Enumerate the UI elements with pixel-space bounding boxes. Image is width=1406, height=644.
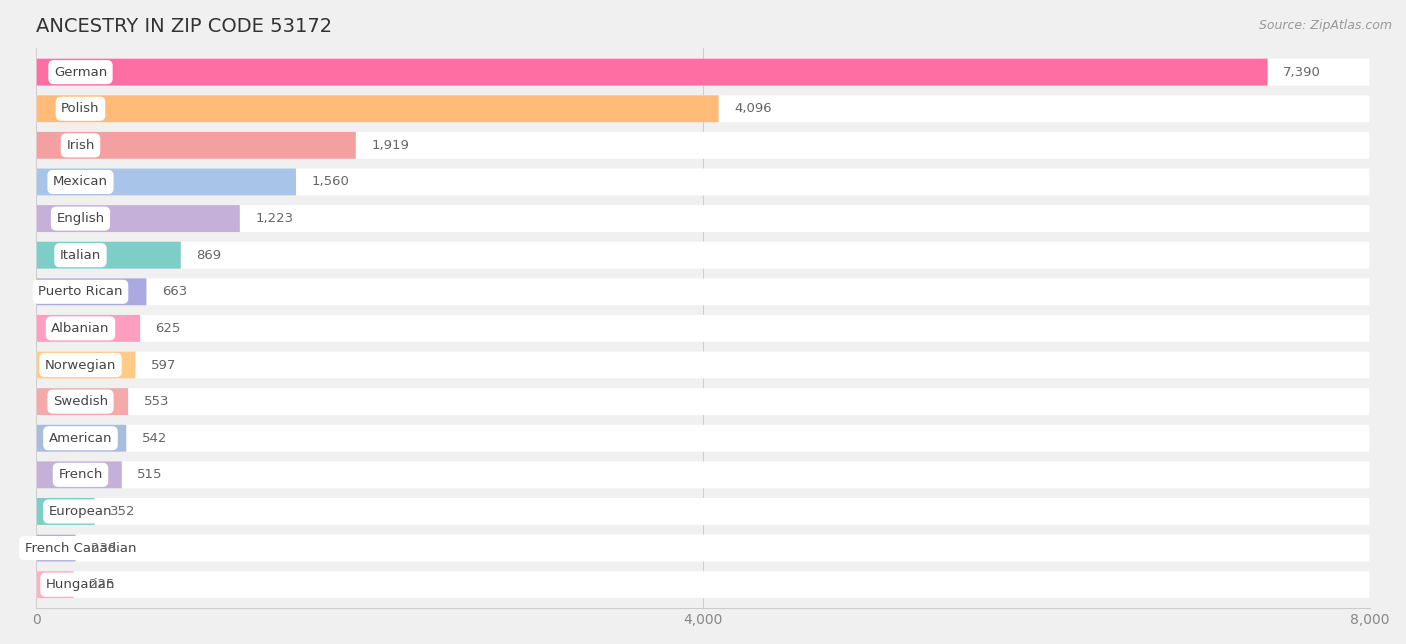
Text: French: French [58,468,103,481]
FancyBboxPatch shape [37,95,1369,122]
FancyBboxPatch shape [37,352,135,379]
FancyBboxPatch shape [37,205,1369,232]
FancyBboxPatch shape [37,535,76,562]
FancyBboxPatch shape [37,242,181,269]
Text: 625: 625 [156,322,181,335]
Text: 1,919: 1,919 [371,139,409,152]
FancyBboxPatch shape [37,498,1369,525]
Text: ANCESTRY IN ZIP CODE 53172: ANCESTRY IN ZIP CODE 53172 [37,17,332,35]
FancyBboxPatch shape [37,315,141,342]
Text: 597: 597 [150,359,176,372]
Text: French Canadian: French Canadian [25,542,136,554]
Text: 4,096: 4,096 [734,102,772,115]
FancyBboxPatch shape [37,425,127,451]
Text: Swedish: Swedish [53,395,108,408]
Text: English: English [56,212,104,225]
FancyBboxPatch shape [37,59,1369,86]
FancyBboxPatch shape [37,498,94,525]
FancyBboxPatch shape [37,352,1369,379]
FancyBboxPatch shape [37,461,122,488]
FancyBboxPatch shape [37,132,1369,159]
FancyBboxPatch shape [37,571,1369,598]
FancyBboxPatch shape [37,59,1268,86]
Text: 225: 225 [89,578,114,591]
FancyBboxPatch shape [37,169,1369,195]
Text: 869: 869 [197,249,221,261]
Text: German: German [53,66,107,79]
FancyBboxPatch shape [37,278,1369,305]
Text: 542: 542 [142,431,167,445]
Text: Norwegian: Norwegian [45,359,117,372]
Text: 7,390: 7,390 [1282,66,1320,79]
Text: European: European [49,505,112,518]
Text: Mexican: Mexican [53,175,108,189]
FancyBboxPatch shape [37,315,1369,342]
Text: American: American [49,431,112,445]
Text: 663: 663 [162,285,187,298]
FancyBboxPatch shape [37,95,718,122]
FancyBboxPatch shape [37,388,1369,415]
Text: Polish: Polish [62,102,100,115]
FancyBboxPatch shape [37,242,1369,269]
Text: 515: 515 [138,468,163,481]
FancyBboxPatch shape [37,132,356,159]
FancyBboxPatch shape [37,169,297,195]
Text: Italian: Italian [60,249,101,261]
Text: 238: 238 [91,542,117,554]
FancyBboxPatch shape [37,388,128,415]
Text: Hungarian: Hungarian [46,578,115,591]
FancyBboxPatch shape [37,535,1369,562]
Text: Puerto Rican: Puerto Rican [38,285,122,298]
Text: 1,560: 1,560 [311,175,349,189]
Text: Albanian: Albanian [51,322,110,335]
FancyBboxPatch shape [37,461,1369,488]
Text: 553: 553 [143,395,169,408]
Text: 1,223: 1,223 [254,212,294,225]
Text: 352: 352 [110,505,135,518]
FancyBboxPatch shape [37,571,73,598]
Text: Source: ZipAtlas.com: Source: ZipAtlas.com [1258,19,1392,32]
FancyBboxPatch shape [37,425,1369,451]
FancyBboxPatch shape [37,205,240,232]
FancyBboxPatch shape [37,278,146,305]
Text: Irish: Irish [66,139,94,152]
